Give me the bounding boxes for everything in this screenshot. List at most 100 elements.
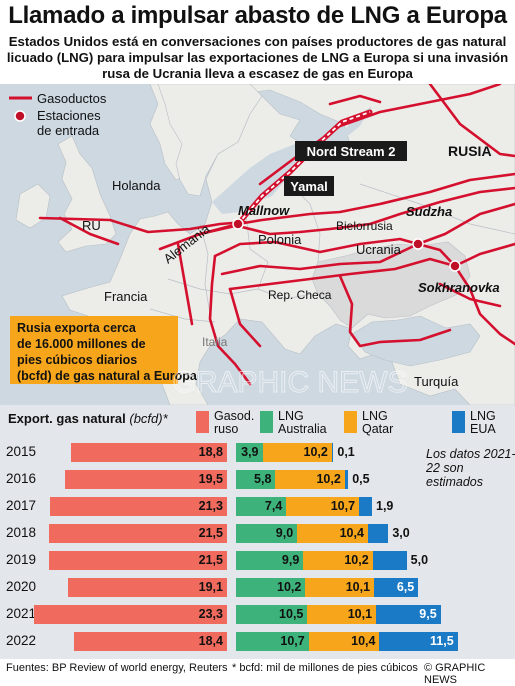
year-label: 2017 <box>6 498 37 513</box>
legend-pipelines-label: Gasoductos <box>37 91 107 106</box>
bar-lng-qa <box>303 551 373 570</box>
bar-lng-qa <box>262 443 332 462</box>
value-label-lng-qa: 10,2 <box>303 445 328 459</box>
value-label-lng-au: 10,5 <box>279 607 304 621</box>
value-label-lng-qa: 10,1 <box>347 607 373 621</box>
label-turkey: Turquía <box>414 374 459 389</box>
station-sokhranovka <box>449 260 461 272</box>
bar-lng-qa <box>286 497 360 516</box>
bar-russian-pipeline <box>48 524 227 543</box>
value-label-lng-us: 11,5 <box>430 634 454 648</box>
watermark: GRAPHIC NEWS <box>172 366 407 399</box>
label-sokhranovka: Sokhranovka <box>418 280 500 295</box>
station-sudzha <box>412 238 424 250</box>
footer-credit: © GRAPHIC NEWS <box>424 662 486 686</box>
bar-russian-pipeline <box>50 497 227 516</box>
label-italy: Italia <box>202 335 228 349</box>
legend-stations-line2: de entrada <box>37 123 100 138</box>
year-label: 2016 <box>6 471 37 486</box>
value-label-lng-au: 9,0 <box>275 526 294 540</box>
label-sudzha: Sudzha <box>406 204 452 219</box>
value-label-lng-au: 9,9 <box>281 553 300 567</box>
label-ukraine: Ucrania <box>356 242 402 257</box>
page-subtitle: Estados Unidos está en conversaciones co… <box>6 34 509 81</box>
value-label-lng-us: 9,5 <box>419 607 437 621</box>
legend-label-au: LNG Australia <box>278 409 327 436</box>
yamal-label: Yamal <box>290 179 328 194</box>
pipeline-map: Gasoductos Estaciones de entrada RUSIA H… <box>0 84 515 405</box>
bar-russian-pipeline <box>70 443 227 462</box>
value-label-lng-au: 7,4 <box>264 499 283 513</box>
value-label-lng-au: 10,2 <box>277 580 302 594</box>
bar-lng-qa <box>308 632 380 651</box>
bar-lng-us <box>376 605 441 624</box>
value-label-lng-us: 6,5 <box>396 580 415 594</box>
land-uk <box>57 135 117 253</box>
callout-line3: pies cúbicos diarios <box>17 353 137 367</box>
legend-label-us: LNG EUA <box>470 409 496 436</box>
nord-stream-box <box>295 141 407 161</box>
bar-lng-au <box>236 524 298 543</box>
legend-swatch-us <box>452 411 465 433</box>
value-label-lng-us: 0,1 <box>337 445 355 459</box>
label-belarus: Bielorrusia <box>336 219 393 233</box>
bar-lng-us <box>367 524 389 543</box>
legend-swatch-au <box>260 411 273 433</box>
callout-line1: Rusia exporta cerca <box>17 321 137 335</box>
year-label: 2019 <box>6 552 37 567</box>
value-label-lng-qa: 10,4 <box>339 526 364 540</box>
value-label-lng-qa: 10,2 <box>344 553 369 567</box>
legend-swatch-qa <box>344 411 357 433</box>
value-label-russian: 21,5 <box>198 526 223 540</box>
value-label-lng-us: 1,9 <box>376 499 394 513</box>
callout-text: Rusia exporta cerca de 16.000 millones d… <box>17 321 198 383</box>
bar-russian-pipeline <box>65 470 227 489</box>
bar-lng-us <box>344 470 349 489</box>
bar-russian-pipeline <box>48 551 227 570</box>
bar-russian-pipeline <box>74 632 227 651</box>
value-label-lng-qa: 10,7 <box>330 499 356 513</box>
entry-stations <box>232 218 461 272</box>
bar-lng-us <box>379 632 458 651</box>
callout-line4: (bcfd) de gas natural a Europa <box>17 369 198 383</box>
station-mallnow <box>232 218 244 230</box>
estimate-note: Los datos 2021-22 son estimados <box>426 447 515 489</box>
page-title: Llamado a impulsar abasto de LNG a Europ… <box>8 2 507 29</box>
bar-lng-au <box>236 551 304 570</box>
year-label: 2021 <box>6 606 37 621</box>
bar-russian-pipeline <box>68 578 227 597</box>
value-label-russian: 19,1 <box>198 580 223 594</box>
chart-title: Export. gas natural (bcfd)* <box>8 411 168 426</box>
bar-lng-qa <box>275 470 345 489</box>
footer-sources: Fuentes: BP Review of world energy, Reut… <box>6 662 228 674</box>
value-label-lng-au: 5,8 <box>254 472 272 486</box>
value-label-russian: 19,5 <box>198 472 223 486</box>
value-label-lng-qa: 10,4 <box>351 634 376 648</box>
yamal-box <box>284 176 334 196</box>
label-russia: RUSIA <box>448 143 492 159</box>
value-label-lng-au: 10,7 <box>280 634 305 648</box>
value-label-lng-us: 3,0 <box>392 526 410 540</box>
bar-lng-us <box>372 551 407 570</box>
value-label-lng-qa: 10,2 <box>316 472 341 486</box>
legend-stations-label: Estaciones de entrada <box>37 108 104 138</box>
value-label-russian: 21,3 <box>198 499 223 513</box>
value-label-russian: 21,5 <box>198 553 223 567</box>
bar-lng-us <box>359 497 372 516</box>
value-label-russian: 23,3 <box>198 607 223 621</box>
bar-lng-au <box>236 443 263 462</box>
label-czech: Rep. Checa <box>268 288 332 302</box>
label-poland: Polonia <box>258 232 302 247</box>
legend-swatch-ru <box>196 411 209 433</box>
bar-lng-au <box>236 497 287 516</box>
legend-stations-line1: Estaciones <box>37 108 101 123</box>
year-label: 2015 <box>6 444 37 459</box>
land-scandinavia <box>157 84 263 197</box>
year-label: 2022 <box>6 633 37 648</box>
value-label-lng-qa: 10,1 <box>345 580 371 594</box>
label-mallnow: Mallnow <box>238 203 290 218</box>
bar-lng-au <box>236 578 306 597</box>
callout-line2: de 16.000 millones de <box>17 337 146 351</box>
legend-label-ru: Gasod. ruso <box>214 409 255 436</box>
bar-lng-au <box>236 632 309 651</box>
